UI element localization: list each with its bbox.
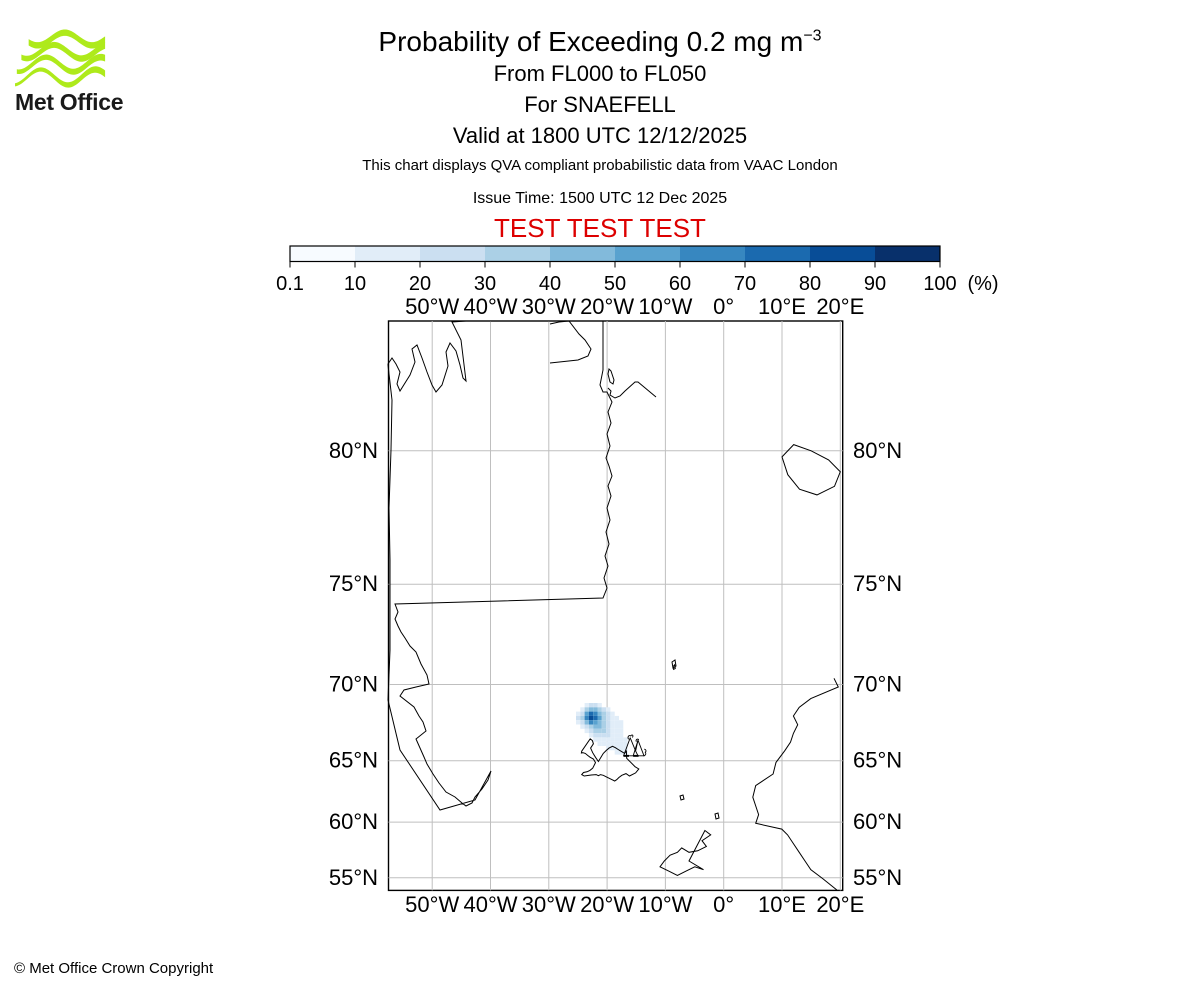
- svg-text:30°W: 30°W: [522, 892, 576, 917]
- svg-text:70°N: 70°N: [329, 672, 378, 697]
- svg-text:10°E: 10°E: [758, 892, 806, 917]
- svg-text:60°N: 60°N: [853, 809, 902, 834]
- svg-text:55°N: 55°N: [853, 865, 902, 890]
- svg-text:20°W: 20°W: [580, 294, 634, 319]
- svg-text:40°W: 40°W: [463, 892, 517, 917]
- svg-text:100: 100: [923, 273, 956, 295]
- svg-text:0°: 0°: [713, 892, 734, 917]
- svg-text:40°W: 40°W: [463, 294, 517, 319]
- svg-text:0.1: 0.1: [276, 273, 304, 295]
- svg-text:0°: 0°: [713, 294, 734, 319]
- svg-text:50°W: 50°W: [405, 294, 459, 319]
- svg-text:30°W: 30°W: [522, 294, 576, 319]
- svg-text:60°N: 60°N: [329, 809, 378, 834]
- svg-text:10°W: 10°W: [638, 294, 692, 319]
- svg-text:10°E: 10°E: [758, 294, 806, 319]
- svg-text:(%): (%): [967, 273, 998, 295]
- svg-text:90: 90: [864, 273, 886, 295]
- svg-text:70°N: 70°N: [853, 672, 902, 697]
- svg-text:50: 50: [604, 273, 626, 295]
- svg-text:10: 10: [344, 273, 366, 295]
- svg-text:55°N: 55°N: [329, 865, 378, 890]
- svg-text:40: 40: [539, 273, 561, 295]
- svg-text:80°N: 80°N: [853, 438, 902, 463]
- svg-text:20°E: 20°E: [816, 892, 864, 917]
- svg-text:75°N: 75°N: [853, 571, 902, 596]
- svg-text:80: 80: [799, 273, 821, 295]
- svg-text:10°W: 10°W: [638, 892, 692, 917]
- svg-text:80°N: 80°N: [329, 438, 378, 463]
- svg-text:50°W: 50°W: [405, 892, 459, 917]
- svg-text:65°N: 65°N: [329, 748, 378, 773]
- svg-text:75°N: 75°N: [329, 571, 378, 596]
- svg-text:20: 20: [409, 273, 431, 295]
- svg-text:30: 30: [474, 273, 496, 295]
- svg-text:20°E: 20°E: [816, 294, 864, 319]
- svg-text:65°N: 65°N: [853, 748, 902, 773]
- svg-text:20°W: 20°W: [580, 892, 634, 917]
- svg-text:70: 70: [734, 273, 756, 295]
- svg-text:60: 60: [669, 273, 691, 295]
